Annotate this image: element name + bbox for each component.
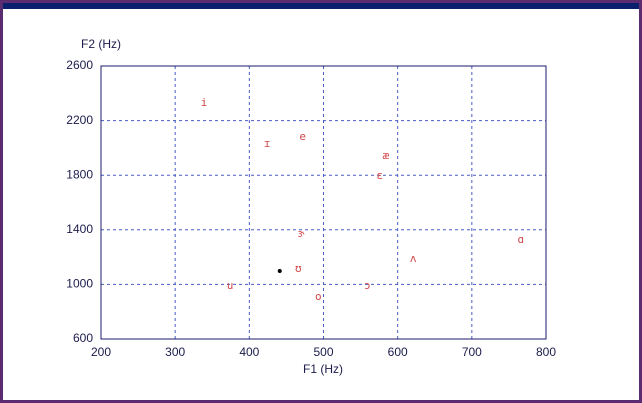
- title-bar: [3, 3, 639, 9]
- y-tick-label: 1400: [66, 222, 93, 236]
- x-tick-label: 200: [91, 345, 111, 359]
- x-tick-label: 600: [388, 345, 408, 359]
- x-tick-label: 300: [165, 345, 185, 359]
- x-tick-label: 400: [239, 345, 259, 359]
- x-tick-label: 800: [536, 345, 556, 359]
- y-tick-label: 1800: [66, 167, 93, 181]
- y-tick-label: 1000: [66, 277, 93, 291]
- vowel-point: ɪ: [264, 137, 271, 150]
- vowel-point: æ: [382, 149, 389, 162]
- y-tick-label: 2200: [66, 113, 93, 127]
- vowel-point: ɝ: [298, 227, 305, 240]
- vowel-point: e: [299, 130, 306, 143]
- y-tick-label: 2600: [66, 58, 93, 72]
- vowel-point: ʊ: [295, 262, 302, 275]
- chart: F2 (Hz) F1 (Hz) 600 1000 1400 1800 2200 2600 2…: [66, 37, 556, 376]
- vowel-point: ɛ: [377, 169, 384, 182]
- vowel-point: u: [227, 279, 234, 292]
- vowel-point: ʌ: [410, 252, 417, 265]
- x-tick-label: 500: [313, 345, 333, 359]
- x-axis-label: F1 (Hz): [303, 362, 343, 376]
- y-axis-label: F2 (Hz): [81, 37, 121, 51]
- vowel-point: ɑ: [517, 233, 524, 246]
- x-tick-label: 700: [462, 345, 482, 359]
- cursor-point: [277, 269, 282, 274]
- plot-frame: [100, 65, 547, 340]
- vowel-point: o: [315, 290, 322, 303]
- vowel-point: i: [201, 96, 208, 109]
- y-tick-label: 600: [73, 331, 93, 345]
- vowel-point: ɔ: [364, 279, 371, 292]
